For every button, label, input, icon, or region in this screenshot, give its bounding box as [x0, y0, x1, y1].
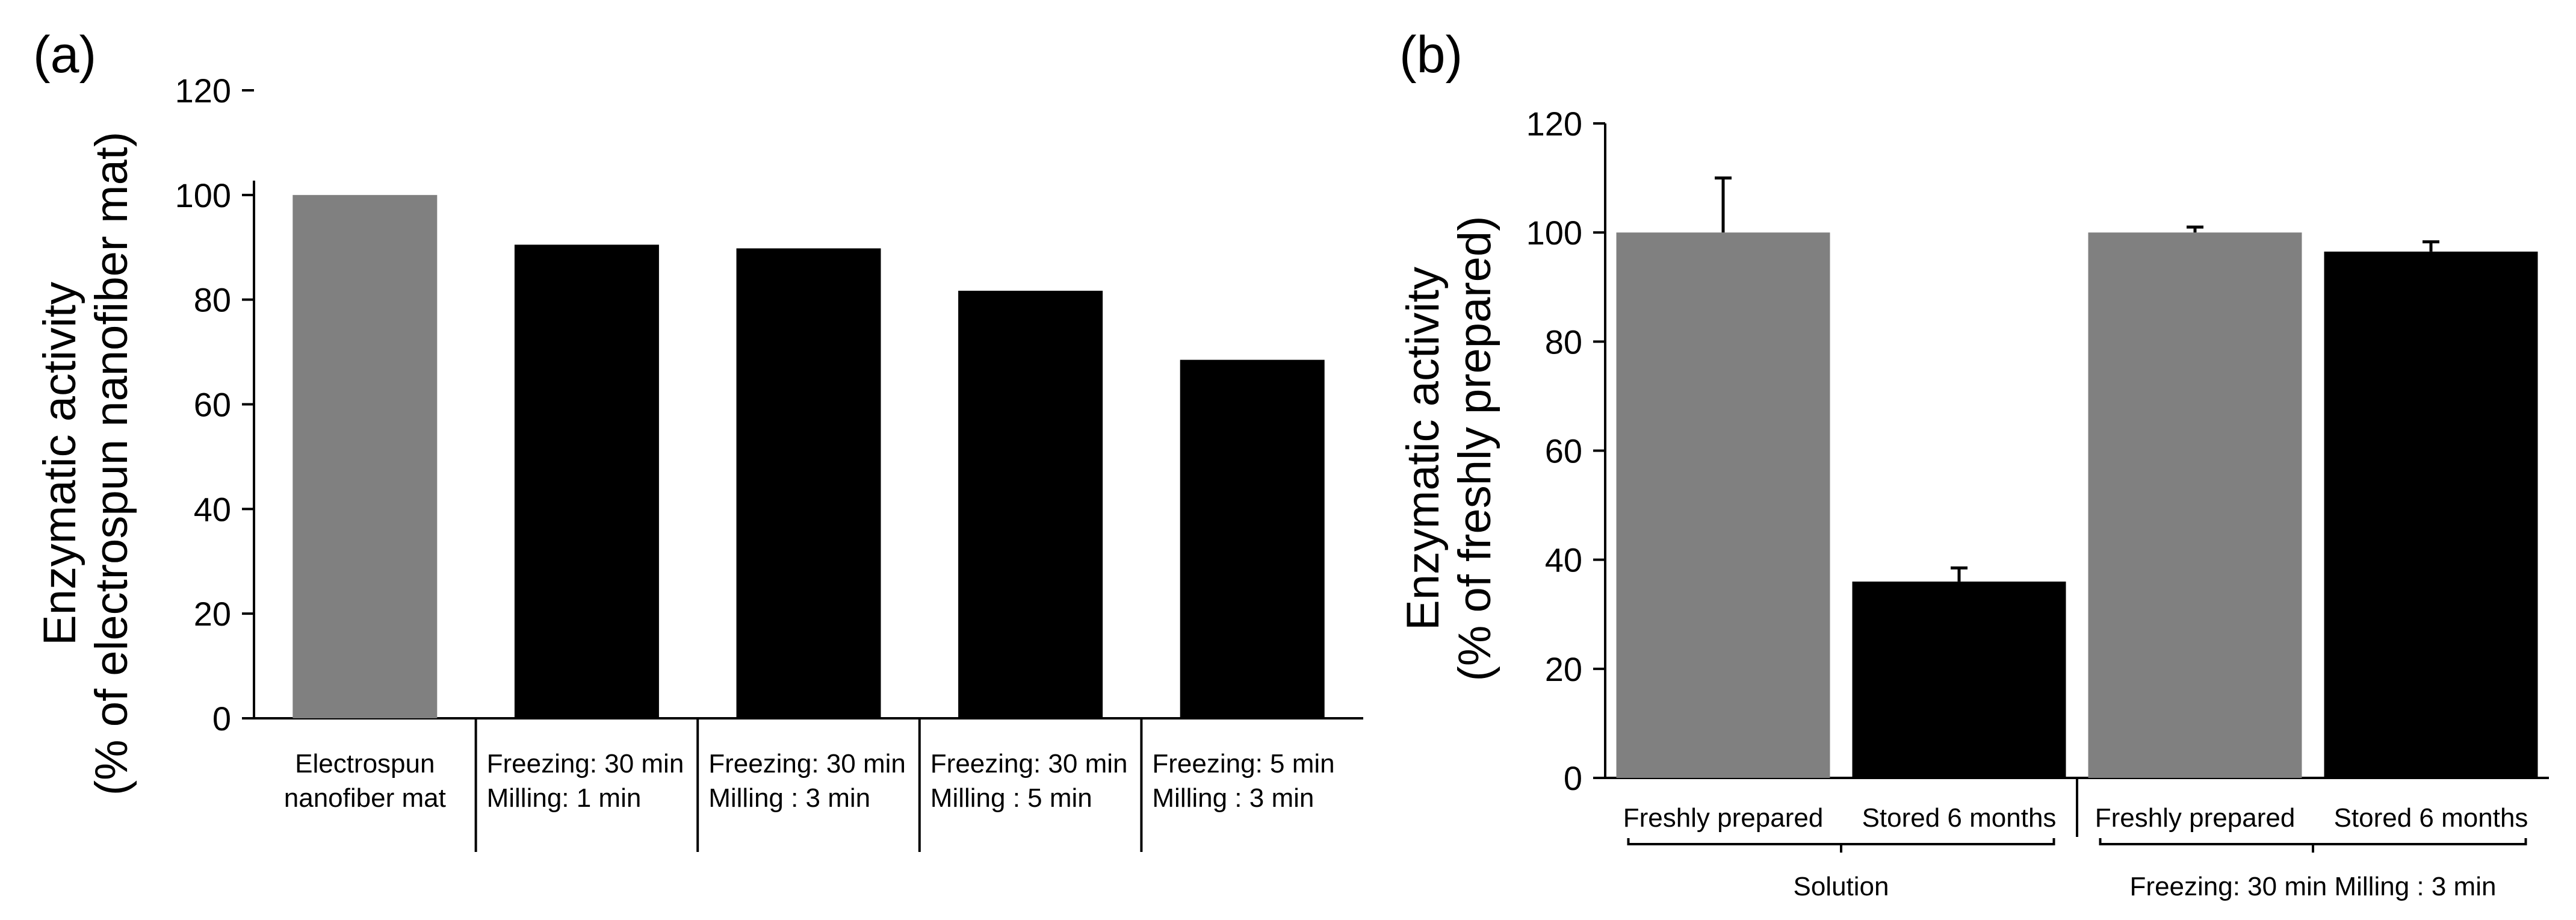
panel-b-y-tick-label: 100 — [1526, 214, 1582, 252]
panel-a-category-label-line-2: nanofiber mat — [284, 783, 446, 813]
panel-a-category-label-line-2: Milling : 3 min — [1152, 783, 1314, 813]
panel-a-bar — [1180, 359, 1325, 718]
panel-a-category-label-line-1: Freezing: 5 min — [1152, 749, 1334, 779]
panel-b-y-axis-title: Enzymatic activity (% of freshly prepare… — [1398, 216, 1500, 682]
panel-b-group-bracket — [1627, 838, 2055, 845]
panel-a-y-axis-title: Enzymatic activity (% of electrospun nan… — [34, 132, 137, 796]
panel-b-y-tick-label: 20 — [1545, 650, 1582, 688]
panel-a-bar — [293, 194, 438, 718]
panel-a-category-label-line-1: Freezing: 30 min — [708, 749, 906, 779]
panel-b-bar — [1852, 581, 2066, 778]
panel-b-bar — [2088, 232, 2302, 779]
panel-b-group-label: Freezing: 30 min Milling : 3 min — [2130, 872, 2497, 901]
panel-b-y-tick-label: 40 — [1545, 541, 1582, 579]
panel-b-bar — [1616, 232, 1830, 779]
panel-b-y-ticks: 0 20 40 60 80 100 120 — [1526, 105, 1605, 797]
panel-a-label: (a) — [33, 26, 96, 84]
panel-b-label: (b) — [1399, 26, 1463, 84]
panel-b-bars — [1616, 232, 2538, 779]
panel-a-y-tick-label: 40 — [194, 490, 231, 528]
panel-b-category-labels: Freshly prepared Stored 6 months Freshly p… — [1623, 778, 2528, 837]
panel-a-category-label-line-2: Milling : 5 min — [930, 783, 1092, 813]
panel-b-y-tick-label: 80 — [1545, 323, 1582, 361]
panel-b-group-bracket — [2099, 838, 2527, 845]
panel-a-y-tick-label: 60 — [194, 386, 231, 424]
panel-a-bars — [293, 194, 1325, 718]
panel-a-category-label-line-1: Freezing: 30 min — [487, 749, 684, 779]
panel-b-category-label: Freshly prepared — [1623, 803, 1824, 833]
panel-b-error-bars — [1715, 176, 2439, 582]
panel-b-category-label: Freshly prepared — [2095, 803, 2296, 833]
panel-a-y-tick-label: 100 — [175, 176, 231, 214]
panel-a-category-label-line-2: Milling : 3 min — [708, 783, 870, 813]
panel-a-category-label-line-1: Electrospun — [295, 749, 435, 779]
panel-a-category-label-line-2: Milling: 1 min — [487, 783, 642, 813]
panel-b: (b) Enzymatic activity (% of freshly pre… — [1398, 26, 2549, 901]
panel-b-group-label: Solution — [1793, 872, 1889, 901]
panel-b-category-label: Stored 6 months — [2334, 803, 2528, 833]
panel-b-y-tick-label: 60 — [1545, 432, 1582, 470]
panel-a-y-axis-title-line-2: (% of electrospun nanofiber mat) — [86, 132, 137, 796]
panel-b-group-brackets: Solution Freezing: 30 min Milling : 3 min — [1627, 838, 2527, 901]
panel-b-y-axis-title-line-2: (% of freshly prepared) — [1449, 216, 1500, 682]
panel-b-category-label: Stored 6 months — [1862, 803, 2057, 833]
panel-a-y-tick-label: 80 — [194, 281, 231, 319]
panel-b-bar — [2324, 251, 2538, 778]
panel-a: (a) Enzymatic activity (% of electrospun… — [33, 26, 1363, 852]
panel-a-bar — [514, 244, 659, 718]
panel-b-y-tick-label: 120 — [1526, 105, 1582, 143]
panel-a-category-labels: Electrospun nanofiber mat Freezing: 30 min… — [284, 718, 1335, 852]
panel-b-y-axis-title-line-1: Enzymatic activity — [1398, 267, 1449, 630]
panel-a-category-label-line-1: Freezing: 30 min — [930, 749, 1128, 779]
panel-a-y-axis-title-line-1: Enzymatic activity — [34, 282, 85, 645]
panel-a-y-tick-label: 0 — [212, 700, 231, 738]
panel-a-y-tick-label: 120 — [175, 72, 231, 110]
panel-a-bar — [736, 248, 881, 718]
panel-a-y-tick-label: 20 — [194, 595, 231, 633]
panel-b-y-tick-label: 0 — [1564, 759, 1582, 797]
panel-a-bar — [958, 290, 1103, 718]
panel-a-y-ticks: 0 20 40 60 80 100 120 — [175, 72, 254, 738]
